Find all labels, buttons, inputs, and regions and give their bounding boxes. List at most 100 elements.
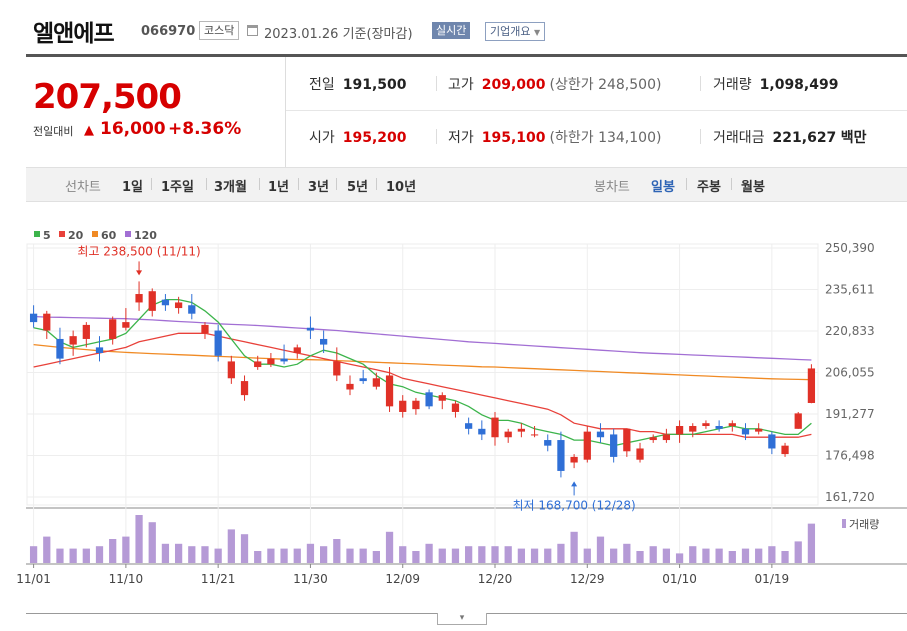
candle-body: [95, 347, 104, 353]
volume-bar: [56, 548, 64, 563]
cell-divider: [436, 76, 437, 91]
volume-bar: [148, 522, 156, 563]
candle-body: [425, 392, 433, 407]
period-10y[interactable]: 10년: [386, 180, 417, 195]
candle-body: [306, 327, 315, 331]
candle-chart-label: 봉차트: [594, 180, 630, 195]
volume-bar: [465, 546, 473, 563]
volume-bar: [82, 548, 90, 563]
candle-body: [346, 383, 354, 390]
volume-bar: [675, 553, 684, 563]
y-tick-label: 235,611: [825, 283, 875, 297]
candle-body: [636, 448, 644, 460]
low-annotation: 최저 168,700 (12/28): [512, 498, 635, 512]
low: 저가 195,100 (하한가 134,100): [448, 127, 661, 147]
cell-divider: [436, 129, 437, 144]
legend-swatch: [34, 231, 40, 237]
volume-bar: [662, 548, 671, 563]
candle-body: [319, 338, 328, 345]
prev-close: 전일 191,500: [309, 74, 407, 94]
volume-value: 1,098,499: [759, 77, 839, 93]
candle-body: [56, 338, 64, 359]
chevron-down-icon: ▾: [459, 613, 465, 623]
period-1d[interactable]: 1일: [122, 180, 144, 195]
volume-bar: [451, 548, 460, 563]
legend-swatch: [59, 231, 65, 237]
candle-body: [69, 336, 77, 345]
period-1y[interactable]: 1년: [268, 180, 290, 195]
lower-limit-note: (하한가 134,100): [549, 130, 662, 146]
volume-bar: [755, 548, 763, 563]
stock-code: 066970: [141, 24, 196, 39]
period-5y[interactable]: 5년: [347, 180, 369, 195]
candle-body: [702, 423, 710, 427]
candle-body: [333, 361, 341, 376]
candle-body: [570, 456, 578, 463]
candle-weekly[interactable]: 주봉: [697, 180, 721, 195]
toolbar-divider: [686, 178, 687, 190]
candle-body: [280, 358, 288, 362]
candle-body: [491, 417, 499, 438]
volume-bar: [122, 536, 130, 563]
candle-body: [188, 305, 196, 314]
volume-bar: [135, 515, 143, 563]
x-tick-label: 12/09: [385, 572, 420, 586]
period-3m[interactable]: 3개월: [214, 180, 247, 195]
volume-bar: [399, 546, 407, 563]
volume-bar: [267, 548, 275, 563]
period-3y[interactable]: 3년: [308, 180, 330, 195]
company-info-label: 기업개요: [490, 25, 531, 38]
diff-label: 전일대비: [33, 125, 74, 138]
moving-average-line: [33, 332, 812, 438]
candle-body: [227, 361, 235, 379]
chart-toolbar: 선차트 1일 1주일 3개월 1년 3년 5년 10년 봉차트 일봉 주봉 월봉: [26, 167, 907, 202]
volume-bar: [702, 548, 710, 563]
candle-body: [29, 313, 38, 323]
x-tick-label: 12/29: [570, 572, 605, 586]
candle-body: [662, 434, 671, 441]
volume-bar: [478, 546, 486, 563]
diff-value: 16,000: [100, 119, 166, 139]
candle-monthly[interactable]: 월봉: [741, 180, 765, 195]
high-arrow-icon: [136, 270, 143, 276]
realtime-button[interactable]: 실시간: [432, 22, 471, 39]
volume-bar: [174, 543, 183, 563]
candle-body: [675, 426, 684, 435]
candle-body: [807, 368, 816, 403]
candle-body: [504, 431, 512, 438]
candle-body: [755, 428, 763, 432]
moving-average-line: [33, 315, 812, 361]
amount-unit: 백만: [840, 130, 867, 146]
stock-chart[interactable]: 250,390 235,611 220,833 206,055 191,277 176,4…: [0, 200, 907, 613]
toolbar-divider: [259, 178, 260, 190]
candle-daily[interactable]: 일봉: [651, 180, 675, 195]
volume-bar: [623, 543, 631, 563]
company-info-dropdown[interactable]: 기업개요 ▼: [485, 22, 546, 41]
period-1w[interactable]: 1주일: [161, 180, 194, 195]
candle-body: [161, 299, 170, 306]
volume-bar: [689, 546, 697, 563]
volume-bar: [214, 548, 222, 563]
candle-body: [478, 428, 486, 435]
candle-body: [148, 291, 156, 311]
volume-bar: [227, 529, 235, 563]
expand-handle[interactable]: ▾: [437, 613, 487, 625]
volume-bar: [583, 548, 591, 563]
candle-body: [623, 428, 631, 452]
y-tick-label: 220,833: [825, 324, 875, 338]
toolbar-divider: [151, 178, 152, 190]
summary-divider: [285, 57, 286, 167]
volume-bar: [530, 548, 539, 563]
x-tick-label: 12/20: [478, 572, 513, 586]
up-arrow-icon: ▲: [84, 123, 94, 138]
y-tick-label: 250,390: [825, 241, 875, 255]
open: 시가 195,200: [309, 127, 407, 147]
prev-close-label: 전일: [309, 77, 335, 93]
candle-body: [412, 400, 420, 410]
volume-bar: [610, 548, 618, 563]
volume-bar: [95, 546, 104, 563]
candle-body: [240, 381, 249, 396]
candle-body: [109, 319, 117, 339]
candle-body: [451, 403, 460, 412]
volume-bar: [385, 531, 394, 563]
